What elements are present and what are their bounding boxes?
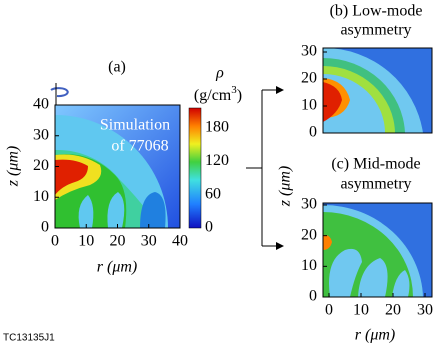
y-tick-label: 30 [301,43,317,60]
y-axis-label: z (μm) [5,146,22,187]
simulation-image [323,48,432,133]
colorbar-unit: (g/cm3) [194,84,242,104]
colorbar-tick-label: 0 [205,219,213,236]
panel-label: (a) [108,59,126,76]
y-tick-label: 30 [301,196,317,213]
colorbar-tick-label: 120 [205,152,229,169]
rotation-icon [50,87,69,98]
colorbar-tick-label: 60 [205,185,221,202]
simulation-image [323,203,432,297]
figure-id: TC13135J1 [3,333,55,344]
x-tick-label: 30 [141,233,157,250]
annotation: Simulation [100,117,170,134]
colorbar-ticks: 0 60 120 180 [205,119,229,236]
y-tick-label: 10 [301,257,317,274]
panel-title: (b) Low-mode [330,3,423,20]
x-tick-label: 20 [385,302,401,319]
x-tick-label: 10 [78,233,94,250]
x-tick-label: 30 [417,302,433,319]
ticks: 0 10 20 30 [301,43,327,141]
y-tick-label: 40 [33,96,49,113]
x-tick-label: 10 [353,302,369,319]
x-tick-label: 0 [325,302,333,319]
x-tick-label: 40 [172,233,188,250]
x-axis-label: r (μm) [97,259,137,276]
x-tick-label: 20 [110,233,126,250]
colorbar-tick-label: 180 [205,119,229,136]
unit-close: ) [237,87,242,104]
y-axis-label: z (μm) [277,166,294,207]
y-tick-label: 30 [33,126,49,143]
x-tick-label: 0 [51,233,59,250]
axes-frame [322,47,433,134]
ticks: 0 10 20 30 0 10 20 30 [301,196,433,319]
y-tick-label: 10 [33,188,49,205]
panel-title: (c) Mid-mode [331,156,420,173]
y-tick-label: 0 [309,288,317,305]
panel-title: asymmetry [340,176,411,193]
x-axis-label: r (μm) [355,327,395,344]
annotation: of 77068 [111,138,168,155]
colorbar-symbol: ρ [215,65,224,82]
y-tick-label: 20 [301,226,317,243]
unit: (g/cm [194,87,232,104]
y-tick-label: 20 [301,70,317,87]
y-tick-label: 20 [33,157,49,174]
y-tick-label: 10 [301,97,317,114]
axes-frame [322,202,433,298]
y-tick-label: 0 [41,219,49,236]
unit-power: 3 [231,84,237,96]
ticks: 0 10 20 30 40 0 10 20 30 40 [33,96,188,250]
connector [246,89,276,247]
y-tick-label: 0 [309,124,317,141]
colorbar [188,107,202,229]
simulation-image [55,105,180,228]
panel-title: asymmetry [340,22,411,39]
